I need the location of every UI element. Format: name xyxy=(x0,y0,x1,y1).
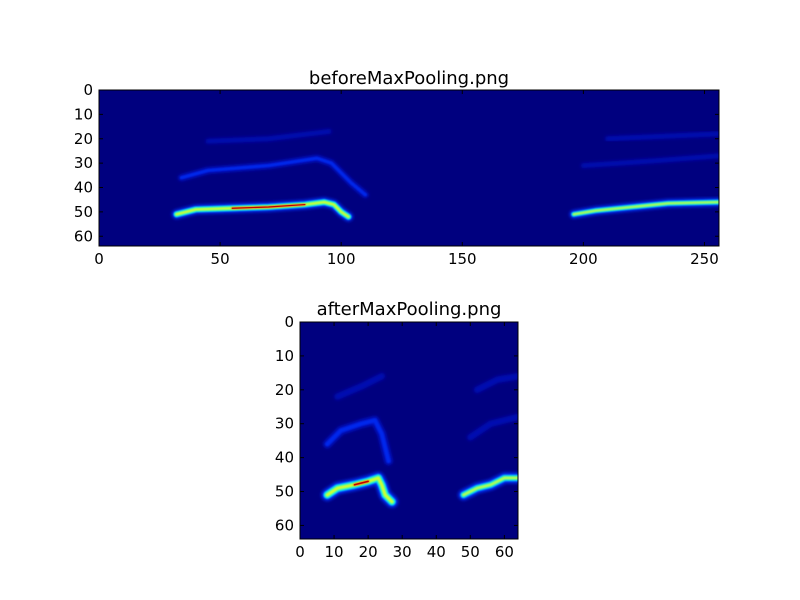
y-tick-label: 10 xyxy=(275,347,294,365)
x-tick-label: 0 xyxy=(94,250,104,268)
plot-title: beforeMaxPooling.png xyxy=(309,68,509,89)
y-tick-label: 10 xyxy=(74,105,93,123)
axes-frame xyxy=(299,321,519,540)
heatmap-ridge xyxy=(467,413,518,441)
heatmap-ridge xyxy=(172,197,353,222)
x-tick-label: 0 xyxy=(295,543,305,561)
axes-frame xyxy=(98,89,720,247)
heatmap-ridge xyxy=(323,416,393,465)
ridge-peak xyxy=(231,203,306,209)
ridge-layer xyxy=(580,153,719,169)
heatmap-ridge xyxy=(205,128,332,144)
heatmap-background xyxy=(99,90,719,246)
before-max-pooling-plot: beforeMaxPooling.png 0 50 100 150 200 250 0 10 2… xyxy=(74,68,720,268)
ridge-layer xyxy=(334,373,385,400)
plot-title: afterMaxPooling.png xyxy=(317,299,502,320)
x-tick-label: 30 xyxy=(393,543,412,561)
y-tick-label: 0 xyxy=(83,81,93,99)
y-tick-label: 50 xyxy=(275,483,294,501)
x-tick-label: 100 xyxy=(327,250,356,268)
y-tick-label: 40 xyxy=(74,179,93,197)
y-tick-label: 50 xyxy=(74,203,93,221)
ridge-layer xyxy=(605,131,719,142)
y-tick-label: 20 xyxy=(275,381,294,399)
ridge-layer xyxy=(205,128,332,144)
x-tick-label: 250 xyxy=(690,250,719,268)
y-tick-label: 30 xyxy=(74,154,93,172)
heatmap-ridge xyxy=(580,153,719,169)
heatmap-ridge xyxy=(458,472,518,501)
x-tick-label: 50 xyxy=(461,543,480,561)
ridge-layer xyxy=(572,201,719,216)
ridge-layer xyxy=(467,413,518,441)
ridge-layer xyxy=(462,476,518,496)
ridge-layer xyxy=(325,418,391,463)
ridge-peak xyxy=(353,480,369,486)
heatmap-image xyxy=(300,322,518,539)
y-tick-label: 0 xyxy=(284,313,294,331)
heatmap-ridge xyxy=(605,131,719,142)
x-tick-label: 50 xyxy=(211,250,230,268)
y-tick-label: 40 xyxy=(275,449,294,467)
x-tick-label: 60 xyxy=(495,543,514,561)
x-tick-label: 150 xyxy=(448,250,477,268)
y-tick-label: 30 xyxy=(275,415,294,433)
ridge-layer xyxy=(179,156,367,197)
heatmap-image xyxy=(99,90,719,246)
x-tick-label: 40 xyxy=(427,543,446,561)
heatmap-ridge xyxy=(473,373,518,394)
heatmap-ridge xyxy=(321,472,398,508)
y-tick-label: 60 xyxy=(74,227,93,245)
after-max-pooling-plot: afterMaxPooling.png 0 10 20 30 40 50 600102030… xyxy=(275,299,519,561)
heatmap-ridge xyxy=(178,155,369,198)
ridge-layer xyxy=(473,373,518,394)
ridge-layer xyxy=(325,476,394,504)
x-tick-label: 200 xyxy=(569,250,598,268)
x-tick-label: 20 xyxy=(359,543,378,561)
heatmap-ridge xyxy=(334,373,385,400)
y-tick-label: 60 xyxy=(275,516,294,534)
y-tick-label: 20 xyxy=(74,130,93,148)
x-tick-label: 10 xyxy=(325,543,344,561)
heatmap-ridge xyxy=(569,198,719,219)
